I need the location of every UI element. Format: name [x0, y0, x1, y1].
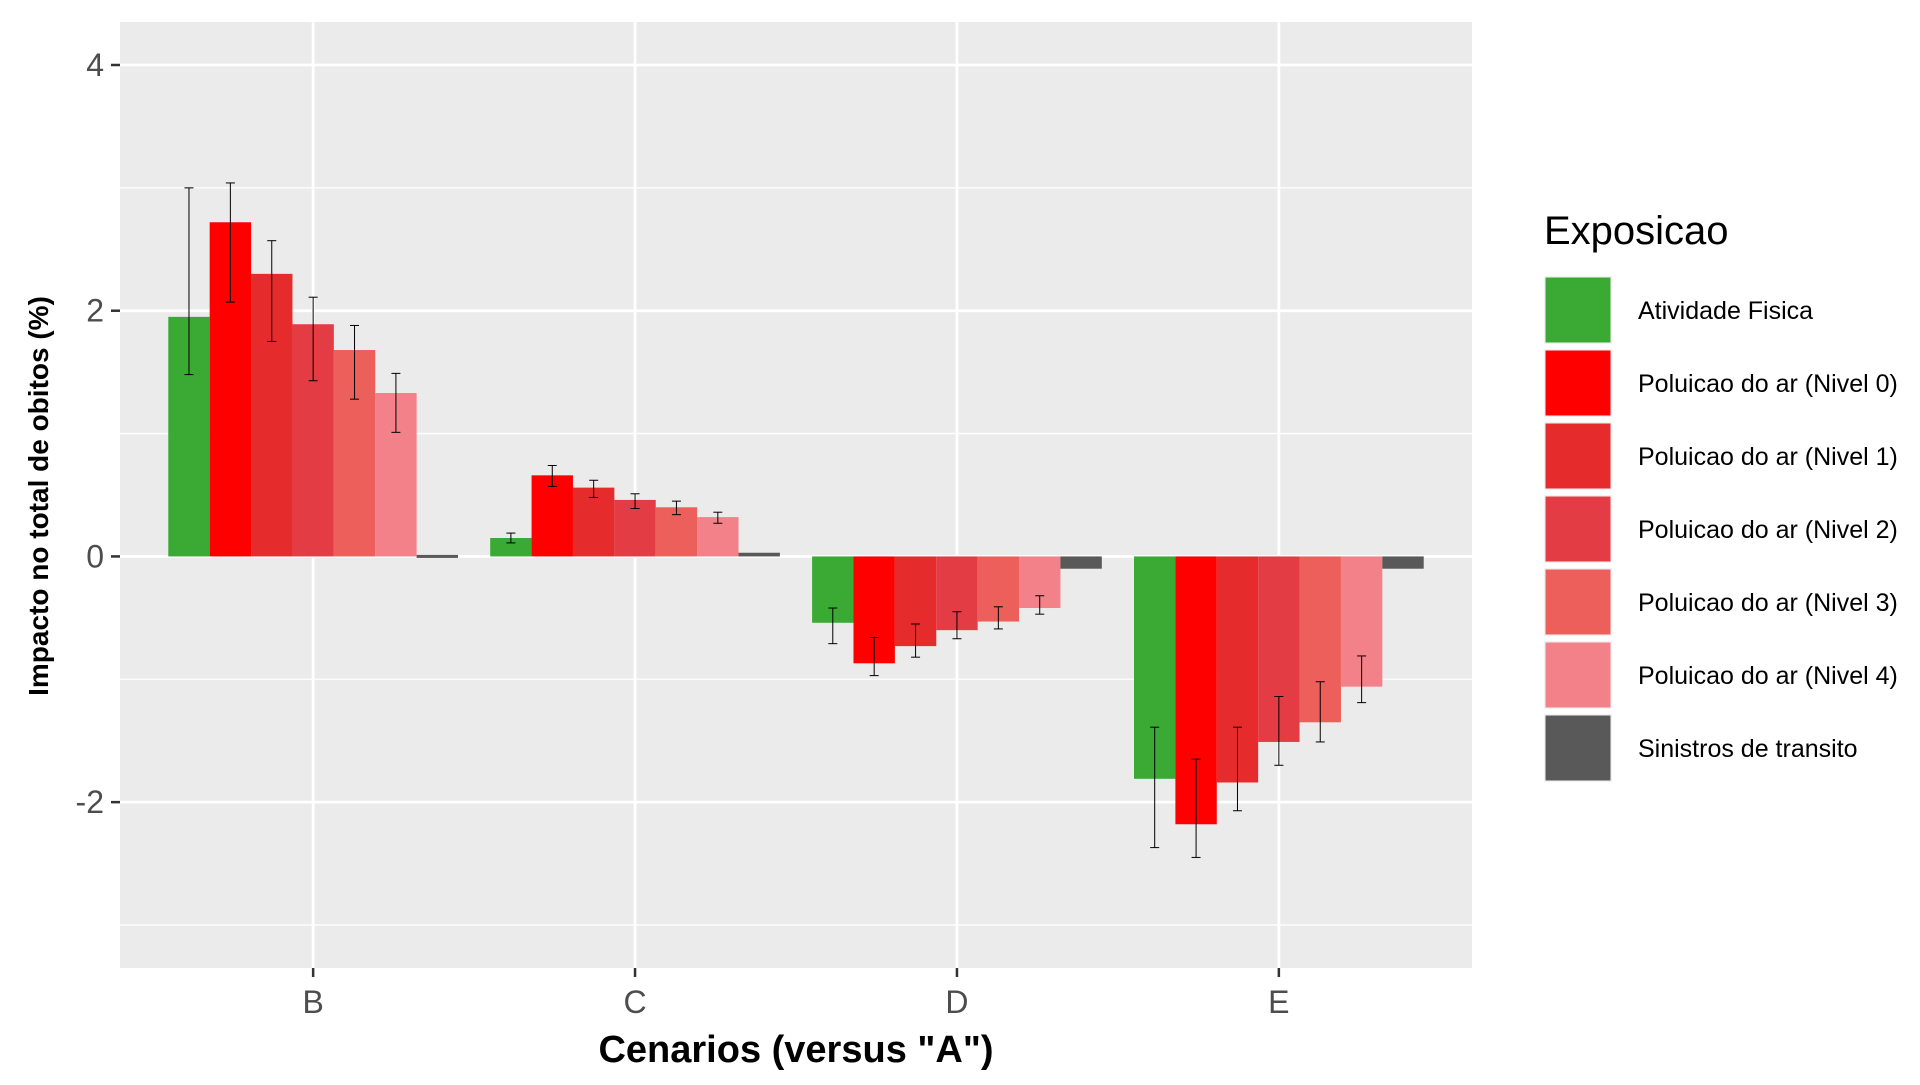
legend-swatch — [1545, 715, 1611, 781]
legend-label: Poluicao do ar (Nivel 3) — [1638, 589, 1898, 617]
legend-label: Poluicao do ar (Nivel 4) — [1638, 662, 1898, 690]
bar — [738, 552, 780, 557]
x-axis-title: Cenarios (versus "A") — [598, 1029, 993, 1071]
y-tick-label: 4 — [86, 47, 104, 83]
error-bars — [184, 182, 1367, 858]
legend-label: Poluicao do ar (Nivel 1) — [1638, 443, 1898, 471]
legend-label: Poluicao do ar (Nivel 0) — [1638, 370, 1898, 398]
y-tick-label: 0 — [86, 538, 104, 574]
y-tick-label: 2 — [86, 293, 104, 329]
legend-swatch — [1545, 350, 1611, 416]
bar — [416, 554, 458, 558]
x-tick-label: E — [1268, 984, 1289, 1020]
legend-swatch — [1545, 277, 1611, 343]
x-tick-label: D — [945, 984, 968, 1020]
x-axis: B C D E — [302, 968, 1290, 1020]
legend: Exposicao Atividade Fisica Poluicao do ar… — [1544, 209, 1898, 782]
legend-label: Sinistros de transito — [1638, 735, 1858, 763]
bar — [1382, 556, 1424, 569]
x-tick-label: C — [623, 984, 646, 1020]
legend-label: Poluicao do ar (Nivel 2) — [1638, 516, 1898, 544]
y-axis: -2 0 2 4 — [76, 47, 120, 820]
bar — [572, 487, 615, 557]
legend-label: Atividade Fisica — [1638, 297, 1813, 325]
bar — [614, 499, 656, 557]
y-tick-label: -2 — [76, 784, 104, 820]
bar — [531, 475, 573, 557]
legend-title: Exposicao — [1544, 209, 1729, 253]
legend-swatch — [1545, 569, 1611, 635]
legend-swatch — [1545, 423, 1611, 489]
bar — [1060, 556, 1102, 569]
y-axis-title: Impacto no total de obitos (%) — [23, 296, 54, 696]
x-tick-label: B — [302, 984, 323, 1020]
legend-swatch — [1545, 496, 1611, 562]
bar — [490, 538, 532, 557]
bar — [655, 507, 698, 557]
legend-swatch — [1545, 642, 1611, 708]
